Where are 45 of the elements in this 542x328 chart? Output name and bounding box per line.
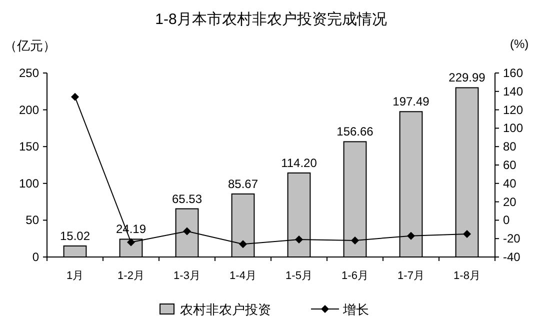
y2-axis-title: (%) [510, 37, 529, 51]
data-label: 15.02 [60, 228, 90, 243]
y2-tick-label: 0 [503, 213, 510, 228]
y2-tick-label: 140 [503, 84, 524, 98]
point [239, 240, 247, 248]
chart-title: 1-8月本市农村非农户投资完成情况 [155, 11, 387, 28]
y2-tick-label: 120 [503, 102, 524, 117]
legend-label: 增长 [342, 302, 369, 317]
data-label: 85.67 [228, 176, 258, 191]
point [183, 227, 191, 236]
y-tick-label: 150 [18, 140, 40, 154]
data-label: 197.49 [392, 94, 430, 109]
data-label: 114.20 [281, 156, 318, 170]
point [351, 236, 359, 244]
data-label: 229.99 [448, 70, 486, 85]
x-tick-label: 1-3月 [174, 270, 200, 282]
y-tick-label: 0 [32, 250, 40, 264]
point [295, 236, 303, 244]
point [127, 238, 135, 246]
y2-tick-label: -40 [503, 250, 521, 264]
y2-tick-label: 80 [503, 140, 517, 154]
y2-tick-label: 40 [503, 176, 517, 190]
y2-tick-label: 60 [503, 158, 517, 172]
y-tick-label: 100 [18, 176, 40, 190]
data-label: 156.66 [336, 124, 374, 139]
data-label: 65.53 [172, 192, 202, 206]
y2-tick-label: 100 [503, 121, 524, 136]
y-tick-label: 50 [26, 213, 40, 228]
x-tick-label: 1-4月 [230, 270, 256, 282]
x-tick-label: 1-2月 [118, 270, 144, 282]
y2-tick-label: 20 [503, 194, 517, 209]
point [463, 230, 471, 238]
x-tick-label: 1月 [66, 270, 84, 282]
y2-tick-label: -20 [503, 232, 521, 246]
point [71, 92, 79, 101]
x-tick-label: 1-8月 [454, 270, 480, 282]
point [407, 232, 415, 240]
legend-label: 农村非农户投资 [180, 302, 271, 317]
x-tick-label: 1-5月 [286, 270, 312, 282]
y-tick-label: 250 [18, 66, 40, 80]
x-tick-label: 1-7月 [398, 270, 424, 282]
y-axis-title: （亿元） [4, 38, 56, 53]
y2-tick-label: 160 [503, 66, 524, 80]
y-tick-label: 200 [18, 102, 40, 117]
x-tick-label: 1-6月 [342, 270, 368, 282]
